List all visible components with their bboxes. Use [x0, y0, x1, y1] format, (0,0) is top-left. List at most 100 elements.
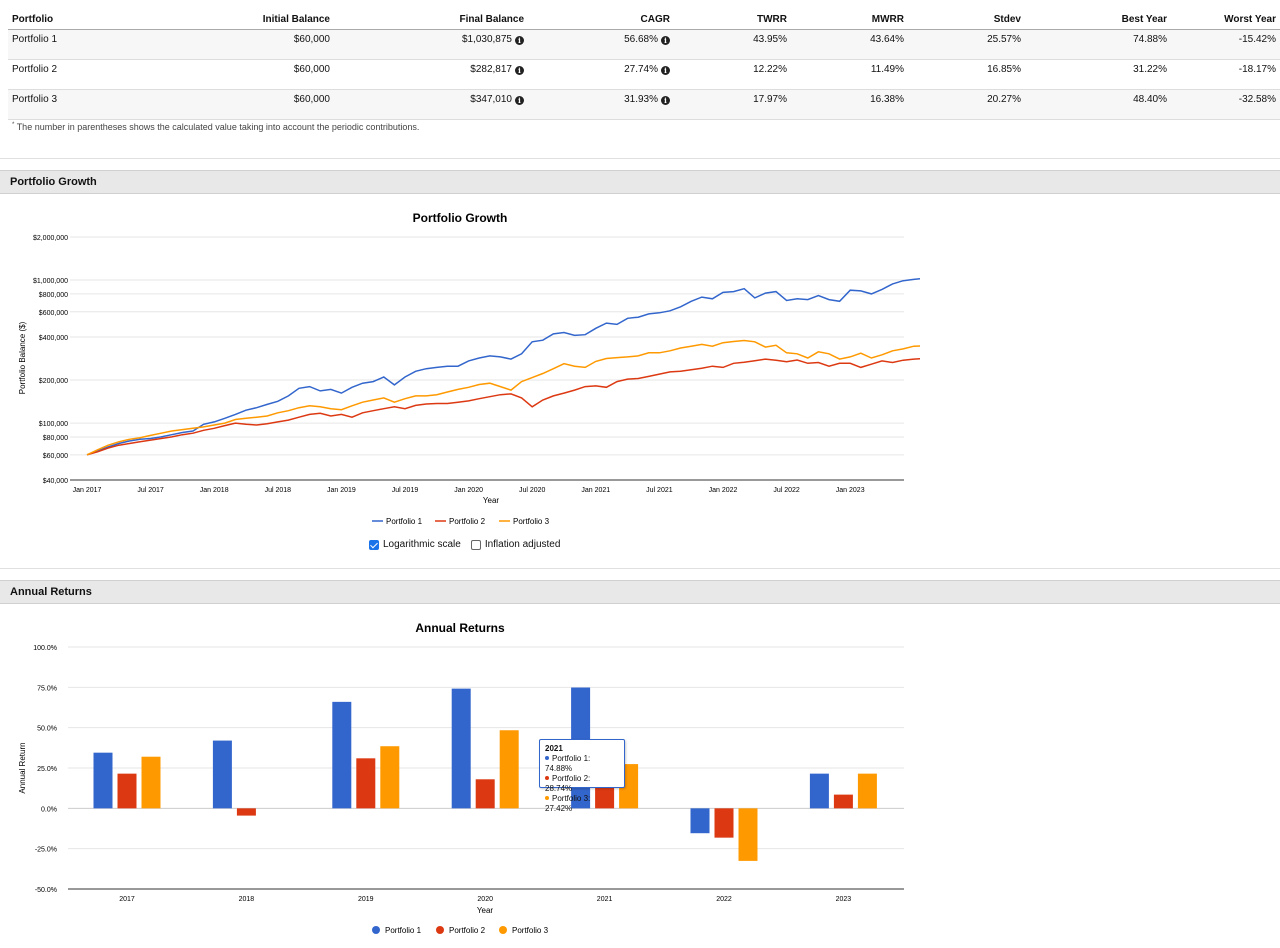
y-tick-label: $80,000	[43, 435, 68, 442]
cell-final: $347,010 i	[334, 89, 528, 120]
y-tick-label: -50.0%	[35, 887, 57, 894]
info-circle-icon[interactable]: i	[661, 96, 670, 105]
x-axis-label: Year	[477, 906, 494, 915]
cell-worst: -32.58%	[1171, 89, 1280, 120]
col-initial-balance[interactable]: Initial Balance	[186, 8, 334, 30]
bar-2022-2	[714, 808, 734, 838]
growth-chart: Portfolio Growth $2,000,000 $1,000,000 $800…	[18, 211, 920, 526]
cell-stdev: 25.57%	[908, 29, 1025, 60]
y-tick-label: $1,000,000	[33, 278, 68, 285]
bar-2022-3	[738, 808, 758, 861]
x-tick-label: Jan 2020	[454, 487, 483, 494]
x-tick-label: Jul 2022	[773, 487, 800, 494]
col-stdev[interactable]: Stdev	[908, 8, 1025, 30]
cell-twrr: 17.97%	[674, 89, 791, 120]
inflation-option[interactable]: Inflation adjusted	[470, 539, 561, 550]
section-header-growth: Portfolio Growth	[0, 170, 1280, 194]
x-tick-label: Jan 2019	[327, 487, 356, 494]
y-tick-label: 100.0%	[33, 645, 57, 652]
inflation-checkbox[interactable]	[470, 539, 481, 550]
x-tick-label: 2018	[239, 896, 255, 903]
y-axis-label: Portfolio Balance ($)	[18, 321, 27, 394]
x-tick-label: Jul 2019	[392, 487, 419, 494]
cell-mwrr: 11.49%	[791, 59, 908, 90]
tooltip-line: Portfolio 3: 27.42%	[545, 794, 591, 813]
x-tick-label: Jan 2023	[836, 487, 865, 494]
x-tick-label: 2019	[358, 896, 374, 903]
bar-2020-2	[475, 779, 495, 809]
cell-portfolio: Portfolio 1	[8, 29, 186, 60]
cell-stdev: 16.85%	[908, 59, 1025, 90]
returns-chart: Annual Returns 100.0% 75.0% 50.0% 25.0% 0.0% -…	[18, 621, 904, 935]
info-circle-icon[interactable]: i	[515, 96, 524, 105]
cell-final: $1,030,875 i	[334, 29, 528, 60]
x-tick-label: Jul 2020	[519, 487, 546, 494]
x-tick-label: 2021	[597, 896, 613, 903]
y-tick-label: $2,000,000	[33, 235, 68, 242]
chart-title: Annual Returns	[415, 621, 505, 635]
info-circle-icon[interactable]: i	[515, 36, 524, 45]
y-axis-label: Annual Return	[18, 742, 27, 793]
chart-tooltip: 2021 Portfolio 1: 74.88% Portfolio 2: 28…	[539, 739, 625, 813]
y-tick-label: 25.0%	[37, 766, 57, 773]
x-tick-label: Jul 2021	[646, 487, 673, 494]
x-tick-label: Jul 2018	[265, 487, 292, 494]
col-worst-year[interactable]: Worst Year	[1171, 8, 1280, 30]
tooltip-line: Portfolio 1: 74.88%	[545, 754, 591, 773]
x-tick-label: Jan 2021	[581, 487, 610, 494]
x-tick-label: Jan 2022	[709, 487, 738, 494]
table-row: Portfolio 1 $60,000 $1,030,875 i 56.68% i …	[8, 29, 1280, 60]
series-dot-icon	[545, 776, 549, 780]
bar-2017-3	[141, 756, 161, 809]
col-cagr[interactable]: CAGR	[528, 8, 674, 30]
info-circle-icon[interactable]: i	[661, 36, 670, 45]
cell-stdev: 20.27%	[908, 89, 1025, 120]
inflation-label: Inflation adjusted	[484, 539, 561, 550]
legend-label: Portfolio 3	[513, 517, 550, 526]
cell-worst: -15.42%	[1171, 29, 1280, 60]
chart-options: Logarithmic scale Inflation adjusted	[369, 539, 560, 550]
y-tick-label: $60,000	[43, 453, 68, 460]
bar-2018-1	[212, 740, 232, 809]
bar-2020-3	[499, 730, 519, 809]
cell-worst: -18.17%	[1171, 59, 1280, 90]
divider	[0, 158, 1280, 159]
log-scale-checkbox[interactable]	[369, 539, 379, 550]
info-circle-icon[interactable]: i	[515, 66, 524, 75]
cell-initial: $60,000	[186, 59, 334, 90]
x-axis-label: Year	[483, 496, 500, 505]
series-line-3	[86, 339, 920, 456]
cell-twrr: 43.95%	[674, 29, 791, 60]
legend-swatch	[499, 926, 507, 934]
x-tick-label: Jan 2017	[73, 487, 102, 494]
x-tick-label: Jan 2018	[200, 487, 229, 494]
cell-mwrr: 16.38%	[791, 89, 908, 120]
divider	[0, 568, 1280, 569]
cell-initial: $60,000	[186, 29, 334, 60]
bar-2019-3	[380, 746, 400, 809]
y-tick-label: $100,000	[39, 421, 68, 428]
x-tick-label: 2022	[716, 896, 732, 903]
y-tick-label: 0.0%	[41, 806, 57, 813]
bar-2019-2	[356, 758, 376, 809]
cell-final: $282,817 i	[334, 59, 528, 90]
legend-swatch	[436, 926, 444, 934]
col-twrr[interactable]: TWRR	[674, 8, 791, 30]
series-line-1	[86, 277, 920, 456]
cell-best: 74.88%	[1025, 29, 1171, 60]
cell-best: 48.40%	[1025, 89, 1171, 120]
x-tick-label: 2023	[836, 896, 852, 903]
info-circle-icon[interactable]: i	[661, 66, 670, 75]
log-scale-option[interactable]: Logarithmic scale	[369, 539, 461, 550]
col-portfolio[interactable]: Portfolio	[8, 8, 186, 30]
legend-label: Portfolio 3	[512, 926, 549, 935]
col-mwrr[interactable]: MWRR	[791, 8, 908, 30]
bar-2018-2	[236, 808, 256, 816]
table-row: Portfolio 2 $60,000 $282,817 i 27.74% i 12…	[8, 59, 1280, 90]
col-final-balance[interactable]: Final Balance	[334, 8, 528, 30]
col-best-year[interactable]: Best Year	[1025, 8, 1171, 30]
bar-2017-1	[93, 752, 113, 809]
section-header-returns: Annual Returns	[0, 580, 1280, 604]
cell-twrr: 12.22%	[674, 59, 791, 90]
x-tick-label: Jul 2017	[137, 487, 164, 494]
